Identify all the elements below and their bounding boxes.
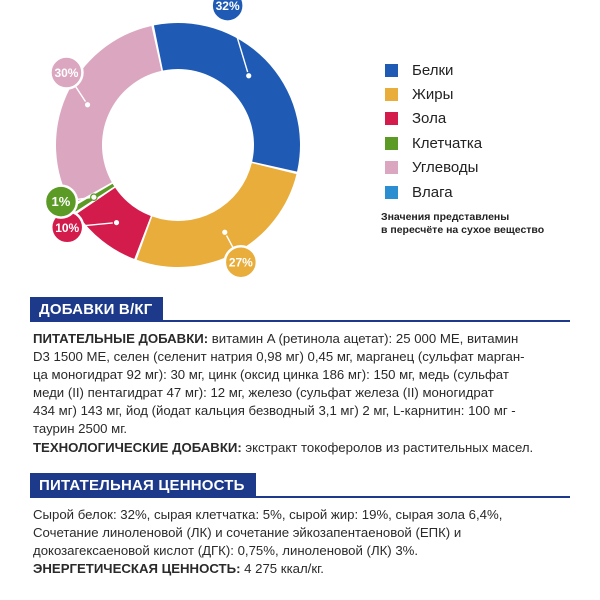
additives-text: ПИТАТЕЛЬНЫЕ ДОБАВКИ: витамин A (ретинола… [33, 330, 578, 457]
nutritional-additives-label: ПИТАТЕЛЬНЫЕ ДОБАВКИ: [33, 331, 209, 346]
nutrition-line2: Сочетание линоленовой (ЛК) и сочетание э… [33, 525, 462, 541]
data-label-fiber: 1% [52, 194, 71, 209]
legend-item-protein: Белки [385, 58, 482, 82]
data-label-carbs: 30% [54, 66, 78, 80]
legend-item-fat: Жиры [385, 82, 482, 106]
technological-additives-text: экстракт токоферолов из растительных мас… [241, 439, 534, 455]
energy-line: ЭНЕРГЕТИЧЕСКАЯ ЦЕННОСТЬ: 4 275 ккал/кг. [33, 560, 578, 578]
nutritional-additives-text-3: ца моногидрат 92 мг): 30 мг, цинк (оксид… [33, 367, 509, 383]
legend-label-protein: Белки [412, 61, 454, 79]
legend-item-fiber: Клетчатка [385, 131, 482, 155]
legend-item-carbs: Углеводы [385, 156, 482, 180]
legend-swatch-fat [385, 88, 398, 102]
donut-chart: 32% 27% 10% 1% 30% [43, 0, 300, 280]
legend-label-ash: Зола [412, 110, 447, 128]
additives-rule [30, 320, 570, 322]
legend-label-fat: Жиры [412, 86, 454, 104]
nutritional-additives-text-6: таурин 2500 мг. [33, 421, 128, 437]
legend-swatch-moisture [385, 185, 398, 199]
nutritional-additives-text-2: D3 1500 МЕ, селен (селенит натрия 0,98 м… [33, 349, 525, 365]
slice-fat [136, 163, 297, 268]
legend-item-ash: Зола [385, 107, 482, 131]
additives-line7: ТЕХНОЛОГИЧЕСКИЕ ДОБАВКИ: экстракт токофе… [33, 439, 578, 457]
callout-bubble-carbs [49, 55, 84, 90]
additives-line1: ПИТАТЕЛЬНЫЕ ДОБАВКИ: витамин A (ретинола… [33, 330, 578, 348]
callout-bubble-fiber [43, 184, 79, 219]
legend-label-moisture: Влага [412, 183, 453, 201]
data-label-ash: 10% [55, 221, 79, 235]
nutrition-line1: Сырой белок: 32%, сырая клетчатка: 5%, с… [33, 507, 503, 522]
data-label-fat: 27% [229, 256, 253, 270]
nutritional-additives-text-5: 434 мг) 143 мг, йод (йодат кальция безво… [33, 403, 516, 419]
nutritional-additives-text-1: витамин A (ретинола ацетат): 25 000 МЕ, … [208, 331, 519, 346]
legend-swatch-carbs [385, 161, 398, 175]
callout-bubble-fat [223, 244, 259, 280]
legend-swatch-protein [385, 63, 398, 77]
legend-label-fiber: Клетчатка [412, 134, 483, 152]
nutrition-line3: докозагексаеновой кислот (ДГК): 0,75%, л… [33, 543, 419, 559]
dry-matter-note: Значения представлены в пересчёте на сух… [381, 211, 544, 237]
legend-item-moisture: Влага [385, 180, 482, 204]
energy-value: 4 275 ккал/кг. [240, 561, 324, 577]
callout-dot-ash [112, 218, 121, 227]
nutritional-additives-text-4: меди (II) пентагидрат 47 мг): 12 мг, жел… [33, 385, 494, 401]
callout-dot-protein [244, 71, 253, 80]
chart-legend: Белки Жиры Зола Клетчатка Углеводы Влага [385, 58, 482, 204]
slice-carbs [55, 25, 162, 205]
callout-dot-fiber [90, 193, 98, 201]
dry-matter-note-line1: Значения представлены [381, 211, 510, 223]
legend-label-carbs: Углеводы [412, 159, 479, 177]
nutrition-rule [30, 496, 570, 498]
legend-swatch-fiber [385, 136, 398, 150]
nutrition-text: Сырой белок: 32%, сырая клетчатка: 5%, с… [33, 506, 578, 578]
dry-matter-note-line2: в пересчёте на сухое вещество [381, 224, 545, 236]
callout-dot-carbs [83, 100, 92, 109]
data-label-protein: 32% [216, 0, 240, 13]
slice-protein [153, 23, 300, 172]
technological-additives-label: ТЕХНОЛОГИЧЕСКИЕ ДОБАВКИ: [33, 439, 242, 455]
energy-label: ЭНЕРГЕТИЧЕСКАЯ ЦЕННОСТЬ: [33, 561, 241, 577]
callout-dot-fat [220, 228, 229, 237]
legend-swatch-ash [385, 112, 398, 126]
callout-bubble-protein [210, 0, 245, 23]
nutrition-header: ПИТАТЕЛЬНАЯ ЦЕННОСТЬ [30, 473, 256, 498]
additives-header: ДОБАВКИ В/КГ [30, 297, 164, 322]
